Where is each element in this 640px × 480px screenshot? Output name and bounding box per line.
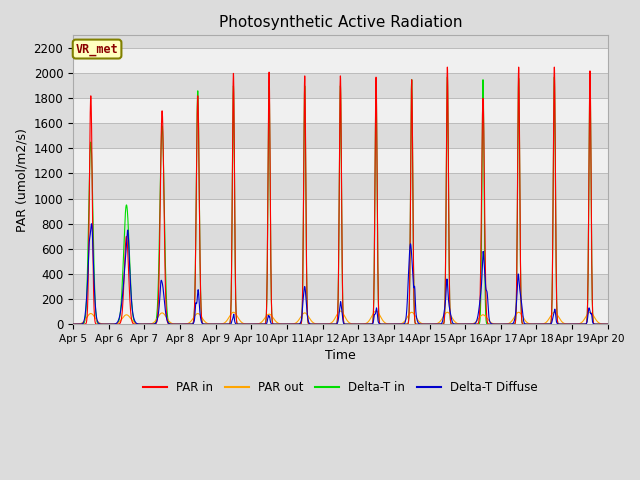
Line: Delta-T in: Delta-T in <box>73 77 608 324</box>
Delta-T Diffuse <box>604 321 612 327</box>
PAR in <box>69 321 77 327</box>
Y-axis label: PAR (umol/m2/s): PAR (umol/m2/s) <box>15 128 28 232</box>
Delta-T in <box>165 321 173 326</box>
Bar <box>73 274 608 299</box>
PAR in <box>604 321 612 327</box>
PAR out <box>604 321 612 327</box>
PAR in <box>460 321 468 327</box>
PAR in <box>390 321 398 327</box>
Line: Delta-T Diffuse: Delta-T Diffuse <box>73 224 608 324</box>
Delta-T in <box>321 321 328 327</box>
Delta-T in <box>491 321 499 327</box>
Line: PAR in: PAR in <box>73 67 608 324</box>
PAR in <box>165 321 173 327</box>
Text: VR_met: VR_met <box>76 43 118 56</box>
Delta-T Diffuse <box>431 321 438 327</box>
PAR out <box>431 321 438 327</box>
Bar <box>73 249 608 274</box>
PAR in <box>491 321 499 327</box>
PAR in <box>604 321 611 327</box>
Bar <box>73 123 608 148</box>
Delta-T Diffuse <box>604 321 611 327</box>
Bar <box>73 98 608 123</box>
Delta-T in <box>460 321 468 327</box>
Bar <box>73 199 608 224</box>
PAR out <box>604 321 611 327</box>
Bar <box>73 173 608 199</box>
Delta-T Diffuse <box>88 221 95 227</box>
PAR out <box>69 321 77 327</box>
PAR out <box>460 321 468 327</box>
Delta-T Diffuse <box>69 321 77 327</box>
Bar <box>73 299 608 324</box>
PAR out <box>337 308 344 314</box>
Line: PAR out: PAR out <box>73 311 608 324</box>
Bar <box>73 224 608 249</box>
Bar <box>73 148 608 173</box>
Delta-T in <box>212 321 220 327</box>
Delta-T Diffuse <box>460 321 468 327</box>
Delta-T Diffuse <box>491 321 499 327</box>
PAR out <box>165 319 173 324</box>
Title: Photosynthetic Active Radiation: Photosynthetic Active Radiation <box>219 15 462 30</box>
PAR in <box>321 321 328 327</box>
Bar <box>73 48 608 73</box>
Legend: PAR in, PAR out, Delta-T in, Delta-T Diffuse: PAR in, PAR out, Delta-T in, Delta-T Dif… <box>138 377 543 399</box>
X-axis label: Time: Time <box>325 349 356 362</box>
PAR out <box>491 321 499 327</box>
Delta-T in <box>431 321 438 327</box>
Bar <box>73 73 608 98</box>
PAR out <box>105 321 113 327</box>
Delta-T in <box>604 321 611 327</box>
Delta-T Diffuse <box>165 321 173 326</box>
Delta-T in <box>69 321 77 327</box>
PAR in <box>431 321 438 327</box>
PAR in <box>444 64 451 70</box>
Delta-T in <box>604 321 612 327</box>
Delta-T Diffuse <box>321 321 328 327</box>
Delta-T Diffuse <box>212 321 220 327</box>
Delta-T in <box>444 74 451 80</box>
PAR out <box>321 321 328 327</box>
